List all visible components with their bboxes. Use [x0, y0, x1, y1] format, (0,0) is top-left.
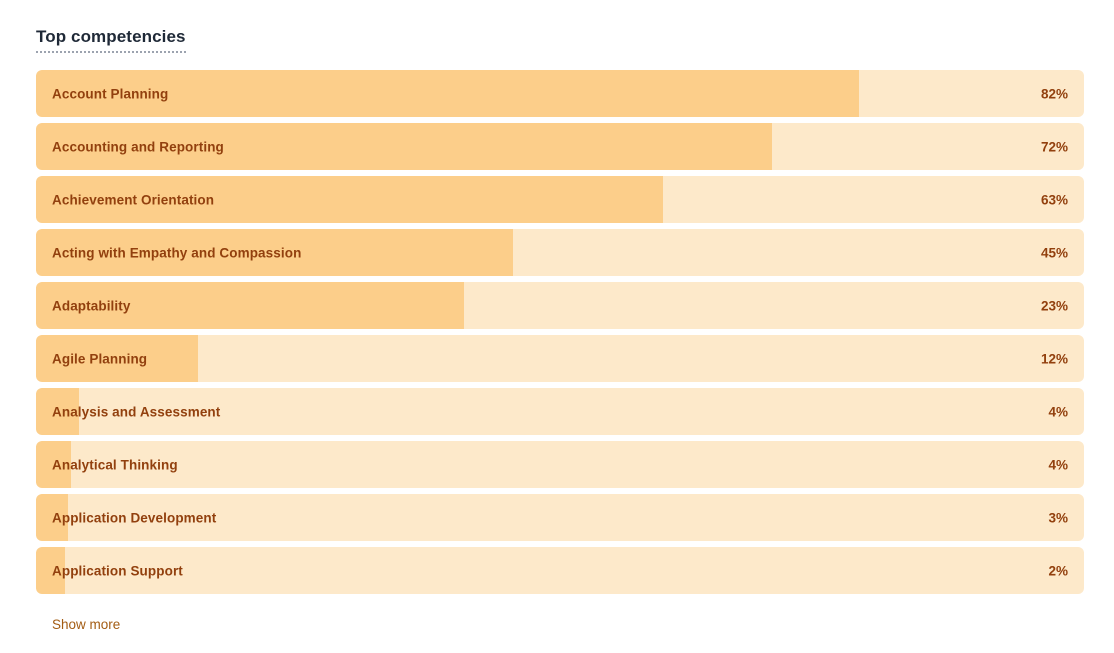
competency-percent: 23%	[1040, 298, 1068, 313]
title-container: Top competencies	[36, 27, 1084, 70]
competency-percent: 82%	[1040, 86, 1068, 101]
competency-label: Adaptability	[52, 298, 131, 313]
competency-row[interactable]: Agile Planning 12%	[36, 335, 1084, 382]
bar-track	[36, 229, 1084, 276]
competency-label: Application Development	[52, 510, 217, 525]
competency-row[interactable]: Analytical Thinking 4%	[36, 441, 1084, 488]
competency-label: Acting with Empathy and Compassion	[52, 245, 302, 260]
bar-track	[36, 388, 1084, 435]
show-more-link[interactable]: Show more	[52, 617, 121, 632]
bar-fill	[36, 70, 859, 117]
bar-track	[36, 70, 1084, 117]
bar-fill	[36, 282, 464, 329]
bar-fill	[36, 441, 71, 488]
bar-fill	[36, 388, 79, 435]
competency-label: Agile Planning	[52, 351, 148, 366]
bar-track	[36, 176, 1084, 223]
bar-fill	[36, 123, 772, 170]
competency-percent: 3%	[1048, 510, 1068, 525]
bar-track	[36, 547, 1084, 594]
competency-label: Account Planning	[52, 86, 169, 101]
bar-fill	[36, 335, 199, 382]
bar-track	[36, 494, 1084, 541]
competency-row[interactable]: Account Planning 82%	[36, 70, 1084, 117]
competency-label: Accounting and Reporting	[52, 139, 224, 154]
competency-percent: 45%	[1040, 245, 1068, 260]
bar-track	[36, 335, 1084, 382]
competency-percent: 63%	[1040, 192, 1068, 207]
competency-percent: 4%	[1048, 404, 1068, 419]
competency-row[interactable]: Acting with Empathy and Compassion 45%	[36, 229, 1084, 276]
competency-percent: 4%	[1048, 457, 1068, 472]
competency-label: Application Support	[52, 563, 183, 578]
bar-track	[36, 123, 1084, 170]
competency-percent: 72%	[1040, 139, 1068, 154]
bar-fill	[36, 176, 663, 223]
competency-row[interactable]: Application Support 2%	[36, 547, 1084, 594]
bar-track	[36, 282, 1084, 329]
competency-label: Analytical Thinking	[52, 457, 178, 472]
panel-content: Top competencies Account Planning 82% Acco…	[36, 27, 1084, 632]
competency-label: Analysis and Assessment	[52, 404, 221, 419]
page-title: Top competencies	[36, 27, 186, 53]
bar-fill	[36, 229, 513, 276]
competency-percent: 12%	[1040, 351, 1068, 366]
competency-row[interactable]: Analysis and Assessment 4%	[36, 388, 1084, 435]
competency-row[interactable]: Accounting and Reporting 72%	[36, 123, 1084, 170]
competency-label: Achievement Orientation	[52, 192, 215, 207]
competency-row[interactable]: Application Development 3%	[36, 494, 1084, 541]
bar-fill	[36, 547, 66, 594]
bar-track	[36, 441, 1084, 488]
competency-percent: 2%	[1048, 563, 1068, 578]
competency-bar-list: Account Planning 82% Accounting and Report…	[36, 70, 1084, 594]
competency-row[interactable]: Achievement Orientation 63%	[36, 176, 1084, 223]
competency-row[interactable]: Adaptability 23%	[36, 282, 1084, 329]
bar-fill	[36, 494, 69, 541]
